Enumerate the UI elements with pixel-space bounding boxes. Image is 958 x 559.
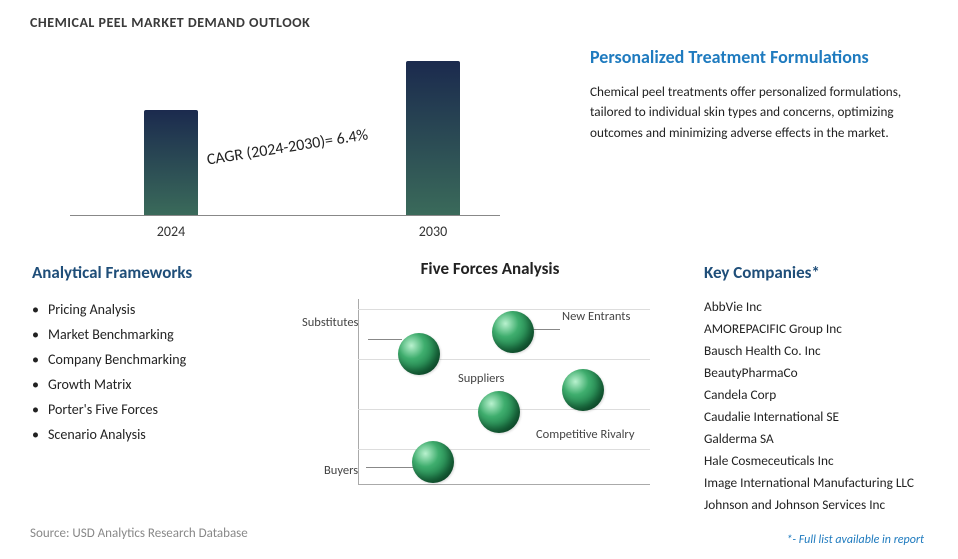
company-item: Caudalie International SE: [704, 405, 954, 427]
footnote-text: *- Full list available in report: [786, 533, 924, 547]
ff-leader: [368, 339, 402, 340]
company-item: AMOREPACIFIC Group Inc: [704, 317, 954, 339]
five-forces-title: Five Forces Analysis: [300, 258, 680, 279]
ff-sphere-buyers: [412, 441, 454, 483]
company-item: AbbVie Inc: [704, 295, 954, 317]
company-item: Image International Manufacturing LLC: [704, 471, 954, 493]
ff-gridline: [358, 449, 650, 450]
frameworks-list: Pricing AnalysisMarket BenchmarkingCompa…: [32, 297, 262, 447]
company-item: Candela Corp: [704, 383, 954, 405]
company-item: Bausch Health Co. Inc: [704, 339, 954, 361]
framework-item: Company Benchmarking: [32, 347, 262, 372]
companies-title: Key Companies*: [704, 262, 954, 283]
company-item: Johnson and Johnson Services Inc: [704, 493, 954, 515]
demand-bar-chart: CAGR (2024-2030)= 6.4% 2024 2030: [70, 42, 550, 242]
cagr-annotation: CAGR (2024-2030)= 6.4%: [206, 125, 370, 169]
ff-sphere-suppliers: [478, 391, 520, 433]
source-caption: Source: USD Analytics Research Database: [30, 526, 248, 541]
ff-label-buyers: Buyers: [324, 463, 358, 478]
ff-leader: [532, 329, 560, 330]
ff-label-new-entrants: New Entrants: [562, 309, 630, 324]
ff-axis-x: [358, 484, 650, 485]
companies-list: AbbVie IncAMOREPACIFIC Group IncBausch H…: [704, 295, 954, 515]
ff-sphere-new-entrants: [492, 311, 534, 353]
bar-label-2024: 2024: [144, 223, 198, 240]
company-item: Hale Cosmeceuticals Inc: [704, 449, 954, 471]
ff-sphere-substitutes: [398, 333, 440, 375]
companies-panel: Key Companies* AbbVie IncAMOREPACIFIC Gr…: [704, 262, 954, 515]
framework-item: Growth Matrix: [32, 372, 262, 397]
bar-2024: [144, 110, 198, 215]
ff-label-competitive-rivalry: Competitive Rivalry: [536, 427, 635, 442]
company-item: BeautyPharmaCo: [704, 361, 954, 383]
ff-sphere-competitive-rivalry: [562, 369, 604, 411]
frameworks-panel: Analytical Frameworks Pricing AnalysisMa…: [32, 262, 262, 447]
framework-item: Pricing Analysis: [32, 297, 262, 322]
bar-label-2030: 2030: [406, 223, 460, 240]
five-forces-panel: Five Forces Analysis Substitutes New Entr…: [300, 258, 680, 497]
ff-label-suppliers: Suppliers: [458, 371, 504, 386]
frameworks-title: Analytical Frameworks: [32, 262, 262, 283]
chart-x-axis: [70, 215, 500, 216]
company-item: Galderma SA: [704, 427, 954, 449]
insight-heading: Personalized Treatment Formulations: [590, 46, 930, 68]
framework-item: Market Benchmarking: [32, 322, 262, 347]
insight-body-text: Chemical peel treatments offer personali…: [590, 82, 938, 143]
ff-leader: [366, 467, 414, 468]
framework-item: Porter's Five Forces: [32, 397, 262, 422]
framework-item: Scenario Analysis: [32, 422, 262, 447]
five-forces-canvas: Substitutes New Entrants Suppliers Competit…: [300, 287, 660, 497]
ff-label-substitutes: Substitutes: [302, 315, 358, 330]
bar-2030: [406, 61, 460, 215]
page-title: CHEMICAL PEEL MARKET DEMAND OUTLOOK: [30, 14, 310, 31]
